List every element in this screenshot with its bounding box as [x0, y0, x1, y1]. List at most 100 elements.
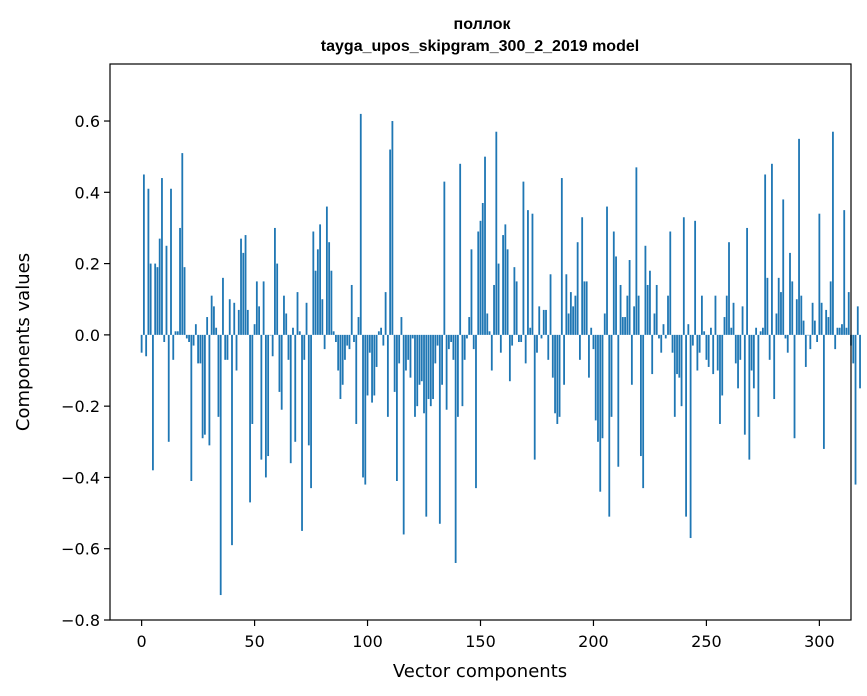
- bar-component-148: [475, 334, 477, 489]
- bar-component-136: [447, 334, 450, 350]
- bar-component-49: [251, 334, 254, 424]
- bar-component-186: [560, 178, 563, 335]
- bar-component-164: [511, 334, 514, 346]
- bar-component-231: [662, 324, 665, 335]
- bar-component-200: [592, 334, 595, 350]
- bar-component-188: [565, 274, 568, 335]
- bar-component-48: [249, 334, 251, 503]
- bar-component-97: [359, 113, 362, 335]
- bar-component-237: [676, 334, 678, 375]
- bar-component-20: [185, 334, 188, 339]
- bar-component-287: [789, 252, 791, 335]
- bar-component-105: [377, 331, 380, 335]
- x-tick-label: 250: [691, 632, 722, 651]
- bar-component-137: [450, 334, 453, 342]
- bar-component-255: [716, 334, 719, 371]
- bar-component-297: [811, 302, 814, 335]
- bar-component-128: [429, 334, 432, 407]
- bar-component-286: [786, 334, 789, 353]
- bar-component-54: [262, 281, 265, 335]
- bar-component-293: [802, 320, 805, 335]
- bar-component-234: [669, 231, 672, 335]
- bar-component-260: [728, 242, 730, 335]
- bar-component-216: [628, 260, 631, 335]
- bar-component-77: [314, 270, 317, 335]
- bar-component-120: [411, 334, 414, 339]
- bar-component-271: [752, 334, 755, 389]
- bar-component-317: [856, 306, 859, 335]
- bar-component-298: [813, 320, 816, 335]
- bar-component-190: [569, 292, 572, 335]
- bar-series: [140, 113, 861, 596]
- bar-component-121: [414, 334, 416, 417]
- bar-component-134: [443, 181, 446, 335]
- bar-component-161: [504, 224, 507, 335]
- bar-component-215: [626, 295, 629, 335]
- bar-component-274: [759, 331, 762, 335]
- bar-component-32: [213, 306, 215, 335]
- bar-component-127: [427, 334, 430, 400]
- bar-component-269: [748, 334, 751, 460]
- bar-component-22: [190, 334, 193, 481]
- bar-component-59: [274, 227, 276, 335]
- bar-component-205: [603, 313, 606, 335]
- bar-component-47: [246, 309, 249, 335]
- bar-component-243: [689, 334, 692, 539]
- bar-component-64: [285, 313, 288, 335]
- bar-component-132: [438, 334, 441, 524]
- bar-component-17: [179, 227, 181, 335]
- bar-component-171: [527, 210, 529, 335]
- bar-component-74: [307, 334, 310, 446]
- bar-component-80: [321, 299, 324, 335]
- bar-component-239: [680, 334, 683, 407]
- bar-component-300: [818, 213, 821, 335]
- bar-component-72: [303, 334, 306, 360]
- bar-component-207: [608, 334, 611, 517]
- y-tick-label: 0.4: [75, 183, 100, 202]
- bar-component-227: [653, 313, 656, 335]
- bar-component-245: [694, 220, 697, 335]
- chart-title-line2: tayga_upos_skipgram_300_2_2019 model: [321, 38, 639, 55]
- bar-component-73: [305, 302, 308, 335]
- bar-component-193: [576, 242, 579, 335]
- bar-component-60: [276, 263, 279, 335]
- bar-component-2: [145, 334, 148, 357]
- y-axis-label: Components values: [13, 253, 34, 431]
- bar-component-91: [346, 334, 349, 346]
- bar-component-285: [784, 334, 787, 339]
- x-tick-label: 100: [352, 632, 383, 651]
- bar-component-122: [416, 334, 419, 407]
- bar-component-53: [260, 334, 263, 460]
- bar-component-307: [834, 334, 837, 350]
- y-tick-label: −0.6: [61, 540, 100, 559]
- bar-component-90: [344, 334, 346, 360]
- bar-component-197: [585, 281, 588, 335]
- bar-component-244: [691, 334, 694, 346]
- bar-component-294: [804, 334, 807, 367]
- bar-component-39: [228, 299, 231, 335]
- bar-component-42: [235, 334, 238, 371]
- bar-component-76: [312, 231, 315, 335]
- bar-component-159: [499, 334, 502, 353]
- bar-component-217: [630, 334, 633, 385]
- bar-component-147: [472, 334, 475, 350]
- bar-component-176: [538, 306, 541, 335]
- bar-component-202: [597, 334, 599, 442]
- bar-component-107: [382, 334, 385, 346]
- x-tick-label: 50: [244, 632, 264, 651]
- bar-component-267: [743, 334, 746, 435]
- y-tick-label: 0.6: [75, 112, 100, 131]
- bar-component-88: [339, 334, 342, 400]
- bar-component-211: [617, 334, 620, 467]
- bar-component-71: [301, 334, 303, 531]
- bar-component-144: [466, 334, 468, 339]
- bar-component-112: [393, 334, 396, 392]
- bar-component-167: [518, 334, 520, 342]
- bar-component-295: [807, 334, 809, 336]
- bar-component-66: [289, 334, 292, 464]
- bar-component-292: [800, 295, 803, 335]
- bar-component-177: [540, 334, 543, 339]
- bar-component-133: [441, 334, 443, 385]
- bar-component-240: [682, 217, 685, 335]
- bar-component-27: [201, 334, 204, 439]
